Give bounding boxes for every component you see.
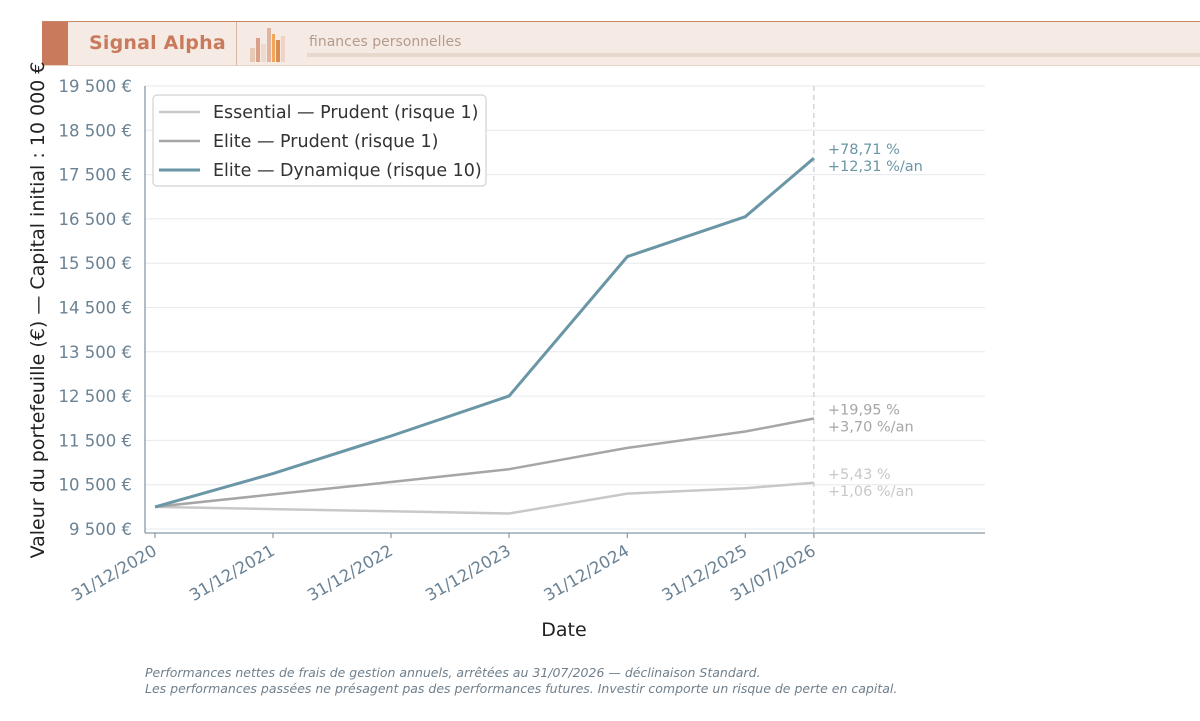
y-tick-label: 16 500 € <box>59 210 132 229</box>
legend: Essential — Prudent (risque 1) Elite — P… <box>152 94 487 187</box>
header-separator <box>236 22 237 65</box>
series-line-elite-prudent <box>154 417 815 509</box>
y-tick-labels: 9 500 € 10 500 € 11 500 € 12 500 € 13 500 € 1… <box>59 77 132 539</box>
y-tick-label: 9 500 € <box>69 520 132 539</box>
legend-box <box>152 94 487 187</box>
y-tick-label: 11 500 € <box>59 431 132 450</box>
x-axis-title: Date <box>541 619 586 641</box>
series-lines <box>154 157 815 515</box>
series-line-elite-dynamique <box>154 157 815 509</box>
y-tick-label: 14 500 € <box>59 299 132 318</box>
header-banner: Signal Alpha finances personnelles <box>42 21 1200 66</box>
series-annotations: +5,43 %+1,06 %/an +19,95 %+3,70 %/an +78,7… <box>828 142 923 500</box>
annotation-elite-dynamique: +78,71 % <box>828 142 900 158</box>
annotation-elite-prudent: +19,95 % <box>828 402 900 418</box>
footnote-line-1: Performances nettes de frais de gestion … <box>145 665 761 680</box>
y-axis-title: Valeur du portefeuille (€) — Capital ini… <box>27 62 49 559</box>
grid-lines <box>145 85 985 530</box>
header-rule <box>307 53 1200 57</box>
tagline: finances personnelles <box>309 34 462 50</box>
x-tick-label: 31/12/2021 <box>186 541 278 605</box>
portfolio-chart: 9 500 € 10 500 € 11 500 € 12 500 € 13 500 € 1… <box>27 62 985 641</box>
y-tick-label: 18 500 € <box>59 121 132 140</box>
y-tick-label: 19 500 € <box>59 77 132 96</box>
x-tick-labels: 31/12/2020 31/12/2021 31/12/2022 31/12/2023… <box>68 541 819 605</box>
legend-label-elite-dynamique: Elite — Dynamique (risque 10) <box>213 161 482 181</box>
y-tick-label: 15 500 € <box>59 254 132 273</box>
x-tick-label: 31/12/2020 <box>68 541 160 605</box>
x-tick-label: 31/12/2024 <box>540 541 632 605</box>
brand-name: Signal Alpha <box>89 32 226 54</box>
annotation-elite-dynamique: +12,31 %/an <box>828 159 923 175</box>
annotation-elite-prudent: +3,70 %/an <box>828 419 914 435</box>
x-tick-label: 31/12/2022 <box>304 541 396 605</box>
legend-label-essential: Essential — Prudent (risque 1) <box>213 103 479 123</box>
series-line-essential <box>154 481 814 515</box>
y-tick-label: 13 500 € <box>59 343 132 362</box>
y-tick-label: 10 500 € <box>59 476 132 495</box>
legend-label-elite-prudent: Elite — Prudent (risque 1) <box>213 132 438 152</box>
skyline-logo-icon <box>250 28 285 62</box>
annotation-essential: +5,43 % <box>828 467 891 483</box>
annotation-essential: +1,06 %/an <box>828 484 914 500</box>
footnote-line-2: Les performances passées ne présagent pa… <box>145 681 898 696</box>
brand-swatch <box>42 22 68 65</box>
y-tick-label: 17 500 € <box>59 166 132 185</box>
y-tick-label: 12 500 € <box>59 387 132 406</box>
x-tick-label: 31/12/2023 <box>422 541 514 605</box>
axes <box>144 86 985 538</box>
disclaimer-footnote: Performances nettes de frais de gestion … <box>145 665 897 697</box>
